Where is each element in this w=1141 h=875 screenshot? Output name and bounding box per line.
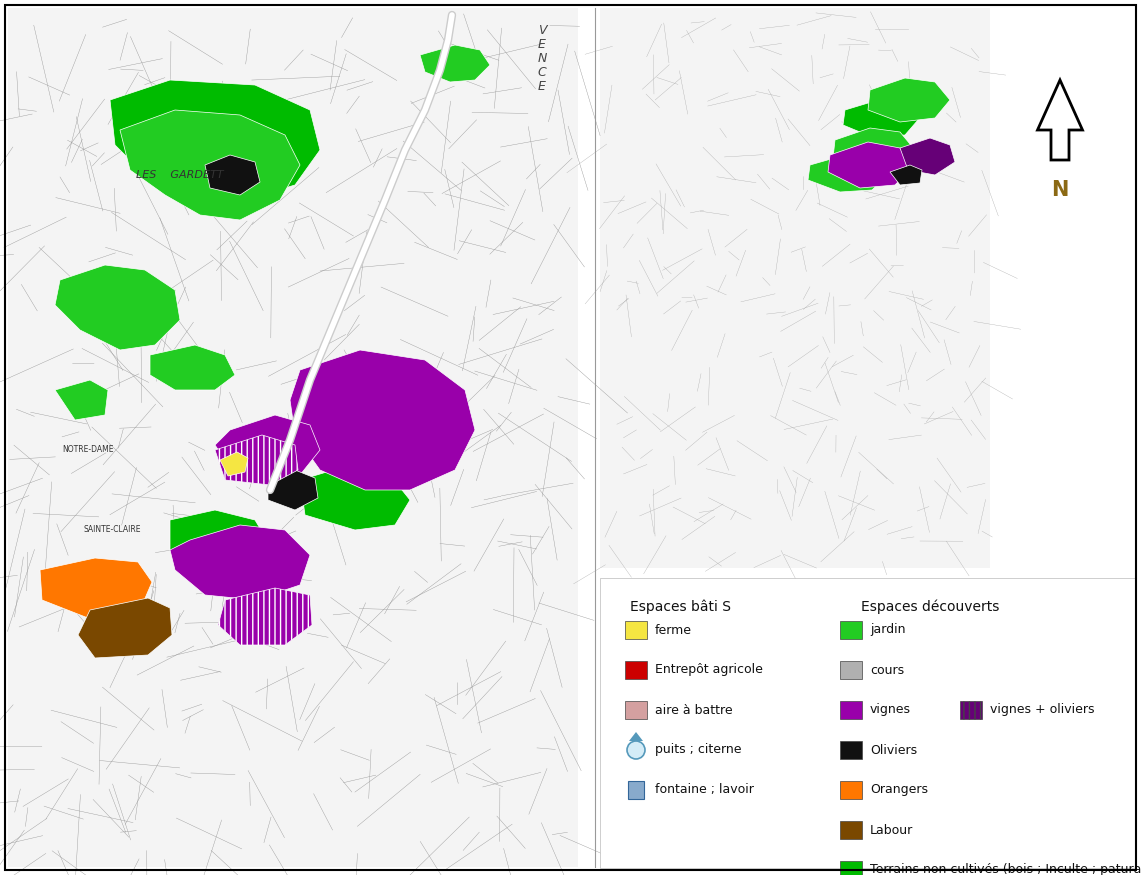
Polygon shape [868,78,950,122]
Bar [840,821,861,839]
Text: Orangers: Orangers [869,783,928,796]
Text: LES    GARDETT: LES GARDETT [136,170,224,180]
Bar [600,8,990,568]
Text: puits ; citerne: puits ; citerne [655,744,742,757]
Polygon shape [205,155,260,195]
Text: Terrains non cultivés (bois ; Inculte ; paturages ; pré): Terrains non cultivés (bois ; Inculte ; … [869,864,1141,875]
Polygon shape [890,165,922,185]
Text: Espaces bâti S: Espaces bâti S [630,600,730,614]
Text: ferme: ferme [655,624,691,636]
Text: N: N [537,52,547,65]
Bar [600,578,1135,868]
Polygon shape [290,350,475,490]
Circle shape [628,741,645,759]
Polygon shape [808,155,888,192]
Polygon shape [55,265,180,350]
Text: fontaine ; lavoir: fontaine ; lavoir [655,783,754,796]
Polygon shape [120,110,300,220]
Bar [960,701,982,719]
Text: Labour: Labour [869,823,913,836]
Polygon shape [268,470,318,510]
Polygon shape [149,345,235,390]
Bar [625,701,647,719]
Polygon shape [843,100,919,137]
Bar [628,781,644,799]
Polygon shape [629,732,644,741]
Polygon shape [300,465,410,530]
Polygon shape [78,598,172,658]
Bar [840,781,861,799]
Bar [840,701,861,719]
Polygon shape [828,142,912,188]
Text: vignes: vignes [869,704,911,717]
Text: Entrepôt agricole: Entrepôt agricole [655,663,763,676]
Bar [840,861,861,875]
Bar [840,661,861,679]
Text: N: N [1051,180,1069,200]
Polygon shape [40,558,152,618]
Polygon shape [220,452,248,476]
FancyArrow shape [1037,80,1083,160]
Text: V: V [537,24,547,37]
Polygon shape [900,138,955,175]
Bar [840,621,861,639]
Polygon shape [110,80,319,200]
Bar [840,741,861,759]
Text: Espaces découverts: Espaces découverts [860,600,1000,614]
Text: E: E [539,38,545,51]
Bar [625,661,647,679]
Polygon shape [833,128,915,172]
Polygon shape [215,415,319,478]
Text: NOTRE-DAME: NOTRE-DAME [63,445,114,454]
Polygon shape [170,525,310,600]
Text: C: C [537,66,547,79]
Polygon shape [420,45,489,82]
Polygon shape [215,435,298,485]
Polygon shape [218,588,311,645]
Polygon shape [170,510,270,570]
Text: SAINTE-CLAIRE: SAINTE-CLAIRE [83,526,140,535]
Text: cours: cours [869,663,904,676]
Text: E: E [539,80,545,93]
Text: aire à battre: aire à battre [655,704,733,717]
Text: jardin: jardin [869,624,906,636]
Text: vignes + oliviers: vignes + oliviers [990,704,1094,717]
Text: Oliviers: Oliviers [869,744,917,757]
Bar [8,8,578,867]
Polygon shape [55,380,108,420]
Bar [625,621,647,639]
